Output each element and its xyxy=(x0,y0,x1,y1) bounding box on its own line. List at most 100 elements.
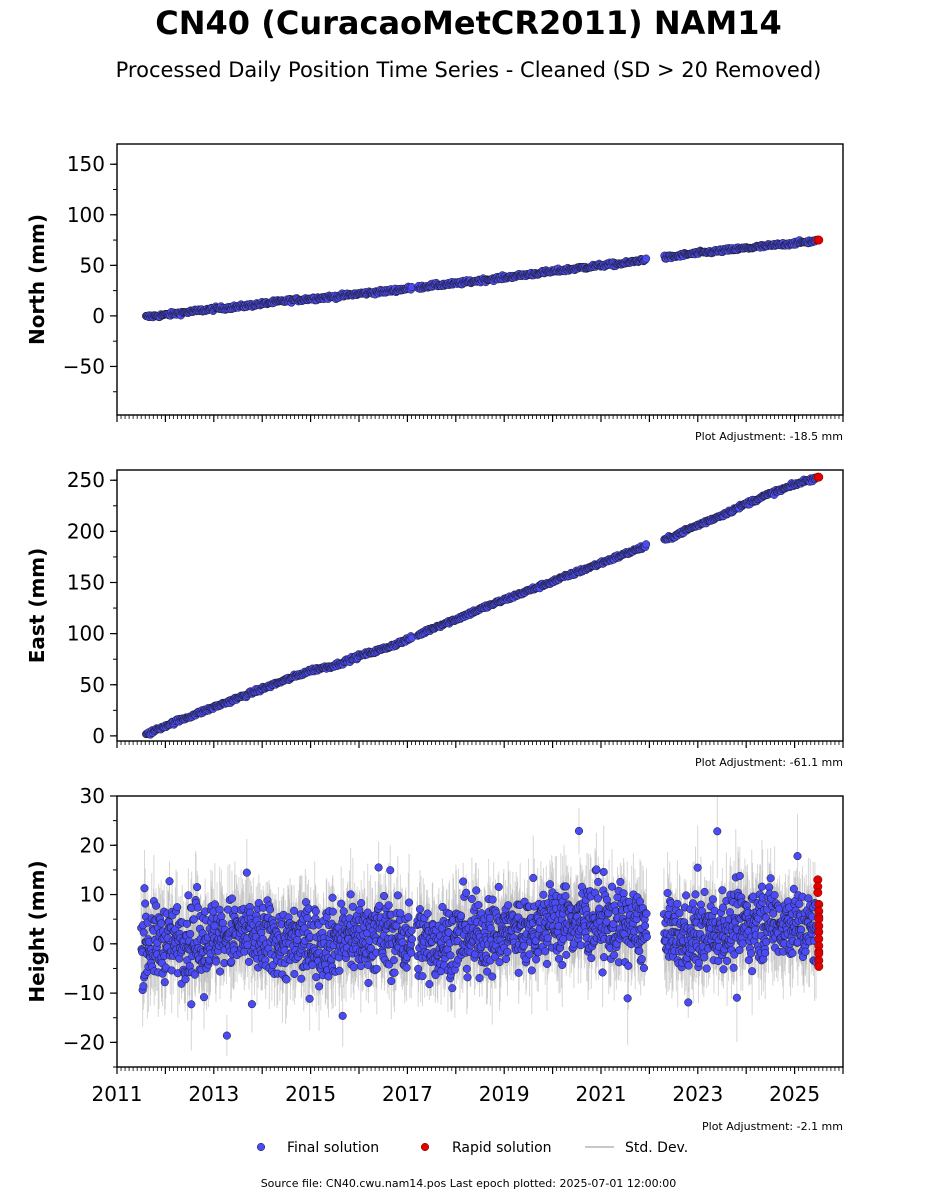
data-point xyxy=(702,964,711,973)
data-point xyxy=(335,966,344,975)
y-tick-label: 30 xyxy=(80,784,105,808)
data-point xyxy=(392,921,401,930)
x-tick-label: 2017 xyxy=(382,1082,433,1106)
data-point xyxy=(215,905,224,914)
data-point xyxy=(407,935,417,944)
panel-height: −20 −10 0 10 20 30 Height (mm) 2011 2013 2015 2017… xyxy=(25,784,844,1133)
data-point xyxy=(607,882,617,891)
y-tick-label: 150 xyxy=(67,152,105,176)
data-point xyxy=(222,1031,231,1040)
data-point xyxy=(462,964,471,973)
data-point xyxy=(139,928,148,937)
data-point xyxy=(240,947,249,956)
data-point xyxy=(349,963,358,972)
rapid-solution-points xyxy=(813,875,824,971)
legend-final-label: Final solution xyxy=(287,1140,379,1156)
y-tick-label: 0 xyxy=(92,932,105,956)
data-point xyxy=(173,903,182,912)
data-point xyxy=(338,1011,347,1020)
data-point xyxy=(539,890,548,899)
plot-adjustment-note: Plot Adjustment: -18.5 mm xyxy=(695,430,843,443)
data-point xyxy=(789,884,798,893)
data-point xyxy=(682,891,691,900)
plot-area xyxy=(141,472,824,739)
source-note: Source file: CN40.cwu.nam14.pos Last epo… xyxy=(260,1177,677,1190)
data-point xyxy=(723,956,732,965)
data-point xyxy=(227,894,236,903)
data-point xyxy=(396,909,405,918)
data-point xyxy=(348,902,357,911)
data-point xyxy=(501,954,511,964)
data-point xyxy=(390,968,399,977)
data-point xyxy=(684,998,693,1007)
legend-rapid-marker xyxy=(420,1142,430,1152)
data-point xyxy=(474,900,483,910)
data-point xyxy=(708,895,717,904)
y-tick-label: −20 xyxy=(63,1030,105,1054)
data-point xyxy=(609,920,618,929)
data-point xyxy=(181,975,190,984)
data-point xyxy=(210,900,219,909)
data-point xyxy=(594,877,603,886)
data-point xyxy=(215,967,225,976)
data-point xyxy=(748,967,757,976)
data-point xyxy=(402,963,411,972)
data-point xyxy=(693,863,702,872)
data-point xyxy=(640,921,650,930)
data-point xyxy=(297,974,306,983)
data-point xyxy=(308,960,317,969)
y-tick-label: 250 xyxy=(67,468,105,492)
data-point xyxy=(357,898,366,908)
data-point xyxy=(599,953,609,962)
data-point xyxy=(339,907,348,916)
data-point xyxy=(738,939,747,948)
data-point xyxy=(423,909,432,918)
data-point xyxy=(599,867,608,877)
data-point xyxy=(746,949,756,958)
plot-area xyxy=(141,235,824,322)
data-point xyxy=(217,912,226,921)
data-point xyxy=(562,950,571,959)
y-tick-label: 100 xyxy=(67,203,105,227)
data-point xyxy=(485,914,495,923)
data-point xyxy=(189,915,198,924)
data-point xyxy=(527,966,536,975)
data-point xyxy=(770,891,779,900)
legend-rapid-label: Rapid solution xyxy=(452,1140,552,1156)
data-point xyxy=(475,973,484,983)
data-point xyxy=(793,852,802,861)
data-point xyxy=(210,921,219,930)
data-point xyxy=(598,968,607,977)
data-point xyxy=(543,934,552,943)
y-axis-label: North (mm) xyxy=(25,214,49,345)
data-point xyxy=(700,887,709,897)
data-point xyxy=(446,951,455,960)
plot-adjustment-note: Plot Adjustment: -2.1 mm xyxy=(702,1120,843,1133)
data-point xyxy=(542,959,552,968)
data-point xyxy=(438,902,447,912)
y-tick-label: 20 xyxy=(80,833,105,857)
data-point xyxy=(801,947,810,956)
data-point xyxy=(675,909,684,918)
data-point xyxy=(684,961,693,970)
y-tick-label: 100 xyxy=(67,622,105,646)
data-point xyxy=(364,978,373,988)
data-point xyxy=(305,994,314,1003)
data-point xyxy=(364,960,373,969)
data-point xyxy=(182,919,191,928)
x-tick-label: 2015 xyxy=(285,1082,336,1106)
data-point xyxy=(374,863,383,872)
data-point xyxy=(190,970,199,979)
data-point xyxy=(315,982,324,991)
data-point xyxy=(532,955,541,964)
data-point xyxy=(735,871,744,880)
y-axis: −20 −10 0 10 20 30 xyxy=(63,784,117,1068)
data-point xyxy=(541,947,550,956)
data-point xyxy=(488,972,497,981)
y-tick-label: −50 xyxy=(63,354,105,378)
data-point xyxy=(719,965,728,974)
data-point xyxy=(624,961,633,970)
data-point xyxy=(642,909,651,918)
data-point xyxy=(514,968,523,977)
data-point xyxy=(463,973,472,982)
